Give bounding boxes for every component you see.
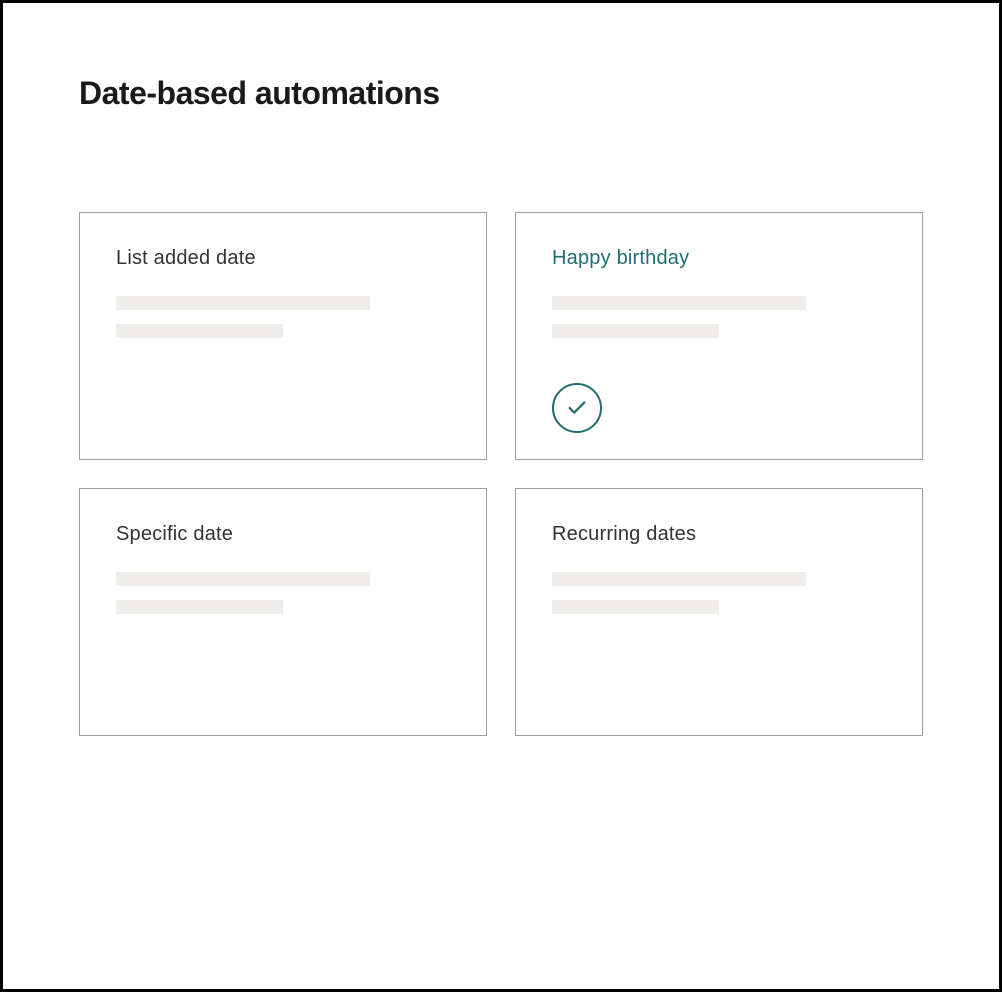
placeholder-line [552,572,806,586]
card-description-placeholder [116,296,450,338]
placeholder-line [552,600,719,614]
placeholder-line [116,572,370,586]
automation-card-grid: List added date Happy birthday Specific … [79,212,923,736]
card-title: Happy birthday [552,247,886,270]
card-description-placeholder [552,572,886,614]
placeholder-line [116,600,283,614]
card-happy-birthday[interactable]: Happy birthday [515,212,923,460]
placeholder-line [552,324,719,338]
card-title: List added date [116,247,450,270]
selected-check-icon [552,383,602,433]
card-recurring-dates[interactable]: Recurring dates [515,488,923,736]
card-description-placeholder [552,296,886,338]
card-specific-date[interactable]: Specific date [79,488,487,736]
card-title: Specific date [116,523,450,546]
card-list-added-date[interactable]: List added date [79,212,487,460]
placeholder-line [116,296,370,310]
placeholder-line [116,324,283,338]
page-title: Date-based automations [79,75,923,112]
card-description-placeholder [116,572,450,614]
card-title: Recurring dates [552,523,886,546]
placeholder-line [552,296,806,310]
